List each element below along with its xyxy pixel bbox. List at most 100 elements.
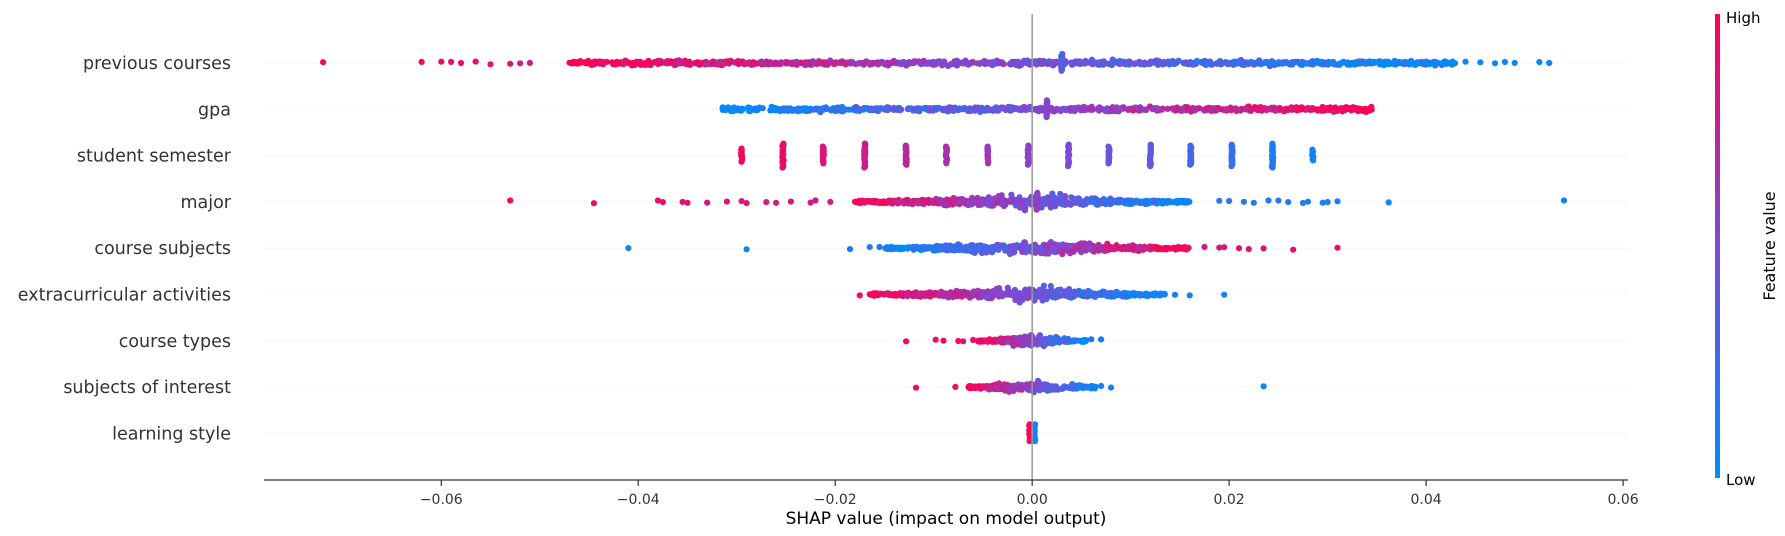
shap-point: [952, 244, 960, 251]
shap-point: [1033, 206, 1040, 213]
x-tick-label: −0.02: [814, 492, 857, 508]
shap-point: [639, 61, 646, 68]
shap-point: [1187, 161, 1194, 168]
shap-point: [1146, 103, 1153, 110]
shap-point: [1141, 59, 1148, 66]
shap-point: [1026, 438, 1033, 445]
shap-point: [915, 200, 922, 207]
shap-point: [1051, 290, 1058, 297]
shap-point: [789, 107, 797, 114]
shap-point: [1128, 246, 1135, 253]
shap-point: [1121, 292, 1128, 299]
shap-point: [590, 200, 598, 207]
shap-point: [1082, 337, 1089, 344]
shap-point: [1536, 59, 1543, 66]
shap-point: [800, 107, 808, 114]
shap-point: [1081, 60, 1088, 67]
shap-point: [1477, 59, 1484, 66]
shap-point: [1344, 61, 1351, 68]
shap-point: [1272, 107, 1279, 114]
shap-point: [1080, 289, 1087, 296]
shap-point: [823, 105, 831, 113]
shap-point: [1303, 106, 1310, 113]
shap-point: [1001, 244, 1008, 251]
shap-point: [1133, 197, 1140, 204]
shap-point: [1293, 104, 1300, 111]
shap-point: [438, 58, 445, 65]
shap-point: [517, 60, 524, 67]
shap-point: [1204, 60, 1211, 67]
shap-point: [1179, 197, 1186, 205]
shap-point: [809, 58, 816, 65]
shap-point: [912, 384, 920, 391]
shap-point: [581, 59, 588, 66]
shap-point: [1241, 106, 1249, 113]
shap-point: [1044, 387, 1051, 394]
shap-point: [888, 198, 895, 205]
shap-point: [994, 384, 1001, 391]
shap-point: [728, 107, 736, 114]
shap-point: [704, 199, 711, 206]
shap-point: [986, 336, 993, 343]
shap-point: [1031, 438, 1039, 445]
shap-point: [1451, 60, 1459, 67]
shap-point: [903, 197, 910, 204]
shap-point: [951, 290, 959, 297]
shap-point: [820, 160, 827, 167]
shap-point: [1208, 107, 1215, 115]
shap-point: [1076, 58, 1083, 65]
shap-point: [1024, 161, 1031, 168]
shap-point: [1040, 282, 1047, 289]
shap-point: [952, 383, 959, 390]
shap-point: [773, 199, 780, 206]
shap-point: [824, 61, 831, 68]
shap-point: [1288, 106, 1295, 113]
shap-point: [906, 59, 913, 66]
shap-point: [684, 199, 691, 206]
shap-point: [1193, 57, 1201, 64]
shap-point: [916, 291, 923, 298]
shap-point: [1058, 242, 1065, 249]
shap-point: [1222, 106, 1229, 113]
shap-point: [867, 198, 874, 205]
shap-point: [1216, 197, 1223, 204]
shap-point: [1036, 382, 1043, 389]
shap-point: [1162, 244, 1169, 252]
shap-point: [1171, 291, 1179, 298]
shap-point: [970, 336, 977, 343]
shap-point: [1062, 384, 1070, 391]
shap-point: [1382, 58, 1389, 65]
x-axis: −0.06 −0.04 −0.02 0.00 0.02 0.04 0.06: [264, 479, 1639, 508]
colorbar-title: Feature value: [1760, 191, 1779, 300]
shap-point: [1184, 199, 1191, 206]
shap-point: [944, 247, 952, 254]
shap-point: [715, 60, 722, 67]
feature-label: course types: [119, 332, 231, 352]
shap-point: [964, 61, 971, 68]
shap-point: [1059, 251, 1066, 258]
shap-point: [1245, 246, 1252, 253]
shap-point: [936, 196, 944, 203]
shap-point: [951, 197, 959, 204]
shap-point: [1221, 244, 1228, 251]
colorbar-low-label: Low: [1726, 471, 1756, 489]
shap-point: [1354, 105, 1362, 112]
shap-point: [526, 59, 534, 66]
shap-point: [839, 108, 847, 115]
shap-point: [1324, 198, 1331, 206]
shap-point: [995, 246, 1002, 253]
shap-point: [1071, 196, 1078, 203]
shap-point: [1115, 290, 1122, 297]
shap-point: [1462, 58, 1469, 65]
shap-point: [1155, 60, 1163, 67]
shap-point: [1098, 291, 1105, 298]
shap-point: [1309, 104, 1316, 112]
shap-point: [855, 60, 862, 67]
shap-point: [884, 107, 891, 114]
shap-point: [1179, 106, 1186, 113]
shap-point: [1040, 196, 1047, 203]
shap-point: [1546, 59, 1553, 67]
shap-point: [807, 199, 814, 206]
shap-point: [1120, 59, 1128, 66]
shap-point: [1214, 60, 1221, 67]
